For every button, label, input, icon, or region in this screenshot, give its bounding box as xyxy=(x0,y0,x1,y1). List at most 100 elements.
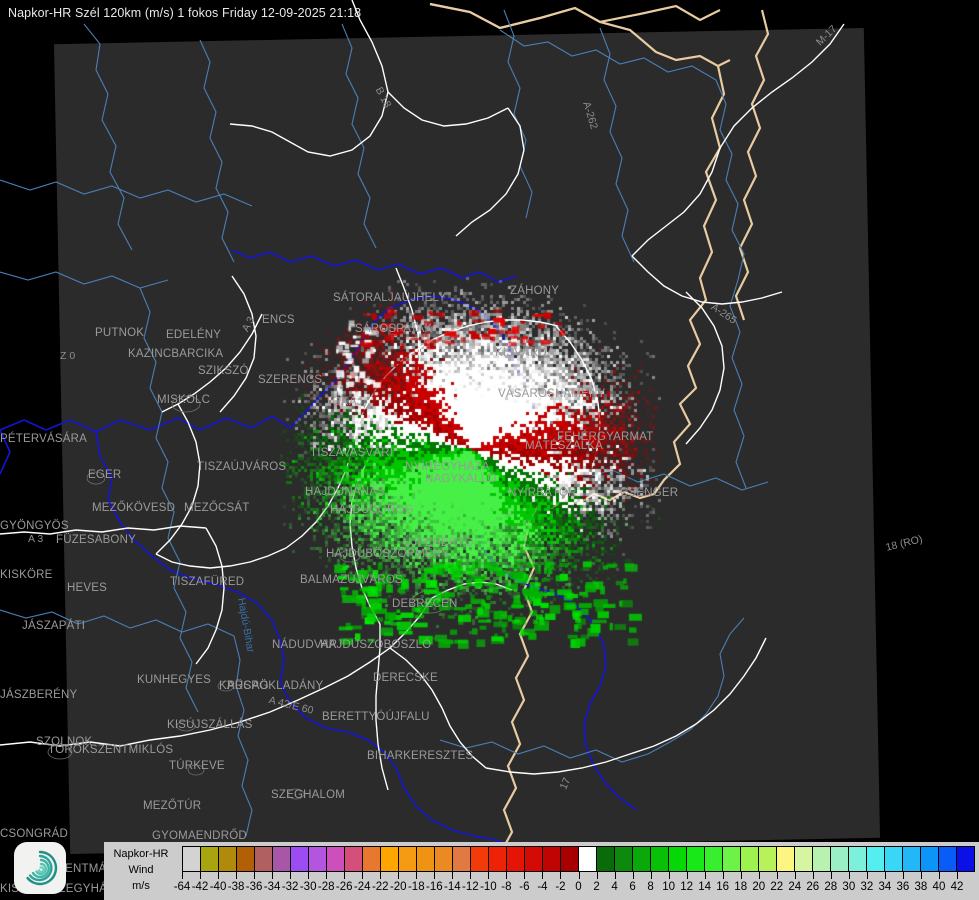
legend-tick xyxy=(686,872,688,879)
legend-tick xyxy=(344,872,346,879)
legend-tick-label: 24 xyxy=(788,881,802,893)
city-label: TISZAVASVÁRI xyxy=(310,447,394,459)
legend-swatch[interactable] xyxy=(543,847,561,871)
city-label: MISKOLC xyxy=(157,394,211,406)
legend-tick xyxy=(182,872,183,879)
legend-color-scale[interactable]: -64 -42 -40 -38 -36 -34 -32 -30 -28 -26 -24 -22 -20-… xyxy=(174,842,979,900)
legend-tick xyxy=(722,872,724,879)
legend-title-block: Napkor-HR Wind m/s xyxy=(104,842,180,900)
legend-tick-label-row: -64 -42 -40 -38 -36 -34 -32 -30 -28 -26 -24 -22 -20-… xyxy=(174,880,975,898)
legend-swatch[interactable] xyxy=(291,847,309,871)
city-label: KISKÖRE xyxy=(0,569,53,581)
legend-tick xyxy=(776,872,778,879)
legend-tick xyxy=(362,872,364,879)
radar-spiral-logo xyxy=(14,842,66,894)
legend-swatch[interactable] xyxy=(669,847,687,871)
legend-swatch[interactable] xyxy=(507,847,525,871)
legend-tick-label: -20 xyxy=(389,881,407,893)
city-label: HAJDÚSZOBOSZLÓ xyxy=(320,639,432,651)
legend-tick-label: -10 xyxy=(480,881,497,893)
legend-swatch[interactable] xyxy=(345,847,363,871)
legend-swatch[interactable] xyxy=(381,847,399,871)
legend-swatch[interactable] xyxy=(795,847,813,871)
legend-swatch[interactable] xyxy=(237,847,255,871)
legend-tick-label: -8 xyxy=(501,881,512,893)
city-label: VÁSÁROSNAMÉNY xyxy=(498,388,606,400)
legend-swatch[interactable] xyxy=(453,847,471,871)
legend-swatch[interactable] xyxy=(723,847,741,871)
legend-tick-label: -6 xyxy=(519,881,530,893)
legend-swatch[interactable] xyxy=(921,847,939,871)
city-label: SÁTORALJAÚJHELY xyxy=(333,292,447,304)
legend-swatch[interactable] xyxy=(939,847,957,871)
legend-swatch-row[interactable] xyxy=(182,846,975,872)
legend-swatch[interactable] xyxy=(183,847,201,871)
city-label: CSONGRÁD xyxy=(0,828,69,840)
city-label: FÜZESABONY xyxy=(56,534,136,546)
city-label: FEHÉRGYARMAT xyxy=(557,431,654,443)
legend-tick xyxy=(560,872,562,879)
legend-tick-label: -16 xyxy=(426,881,443,893)
legend-product-label: Napkor-HR xyxy=(113,848,169,861)
legend-tick xyxy=(740,872,742,879)
legend-swatch[interactable] xyxy=(813,847,831,871)
legend-tick xyxy=(794,872,796,879)
legend-swatch[interactable] xyxy=(273,847,291,871)
legend-swatch[interactable] xyxy=(759,847,777,871)
legend-tick-label: 22 xyxy=(770,881,784,893)
legend-swatch[interactable] xyxy=(885,847,903,871)
legend-swatch[interactable] xyxy=(525,847,543,871)
legend-swatch[interactable] xyxy=(327,847,345,871)
legend-tick xyxy=(614,872,616,879)
legend-swatch[interactable] xyxy=(579,847,597,871)
city-label: EGER xyxy=(88,469,122,481)
legend-swatch[interactable] xyxy=(831,847,849,871)
legend-swatch[interactable] xyxy=(615,847,633,871)
legend-swatch[interactable] xyxy=(849,847,867,871)
legend-swatch[interactable] xyxy=(705,847,723,871)
city-label: NÁDUDVAR xyxy=(272,639,338,651)
legend-swatch[interactable] xyxy=(633,847,651,871)
legend-swatch[interactable] xyxy=(219,847,237,871)
city-label: TISZAFÜRED xyxy=(170,576,245,588)
road-label: 17 xyxy=(557,775,574,792)
legend-tick-label: 16 xyxy=(716,881,730,893)
legend-tick xyxy=(920,872,922,879)
legend-tick xyxy=(632,872,634,879)
legend-tick xyxy=(758,872,760,879)
legend-tick-label: 32 xyxy=(860,881,874,893)
legend-swatch[interactable] xyxy=(561,847,579,871)
legend-swatch[interactable] xyxy=(489,847,507,871)
legend-swatch[interactable] xyxy=(417,847,435,871)
legend-tick-label: -34 xyxy=(263,881,281,893)
legend-tick-label: -26 xyxy=(335,881,353,893)
legend-tick xyxy=(812,872,814,879)
city-label: PÜSPÖKLADÁNY xyxy=(227,680,324,692)
city-label: SÁROSPATAK xyxy=(355,323,433,335)
legend-swatch[interactable] xyxy=(777,847,795,871)
legend-swatch[interactable] xyxy=(399,847,417,871)
legend-tick xyxy=(956,872,958,879)
legend-swatch[interactable] xyxy=(597,847,615,871)
legend-swatch[interactable] xyxy=(363,847,381,871)
legend-swatch[interactable] xyxy=(309,847,327,871)
legend-tick xyxy=(470,872,472,879)
legend-swatch[interactable] xyxy=(903,847,921,871)
legend-tick-label: 40 xyxy=(932,881,946,893)
legend-swatch[interactable] xyxy=(687,847,705,871)
legend-swatch[interactable] xyxy=(471,847,489,871)
legend-swatch[interactable] xyxy=(435,847,453,871)
legend-tick-label: 0 xyxy=(575,881,582,893)
legend-tick xyxy=(902,872,904,879)
legend-swatch[interactable] xyxy=(957,847,974,871)
city-label: GYÖNGYÖS xyxy=(0,520,69,532)
city-label: JÁSZAPÁTI xyxy=(22,620,86,632)
legend-tick-label: -14 xyxy=(444,881,461,893)
city-label: NYÍREGYHÁZA xyxy=(405,461,490,473)
legend-swatch[interactable] xyxy=(651,847,669,871)
legend-swatch[interactable] xyxy=(201,847,219,871)
legend-swatch[interactable] xyxy=(255,847,273,871)
legend-swatch[interactable] xyxy=(741,847,759,871)
legend-swatch[interactable] xyxy=(867,847,885,871)
legend-tick xyxy=(488,872,490,879)
